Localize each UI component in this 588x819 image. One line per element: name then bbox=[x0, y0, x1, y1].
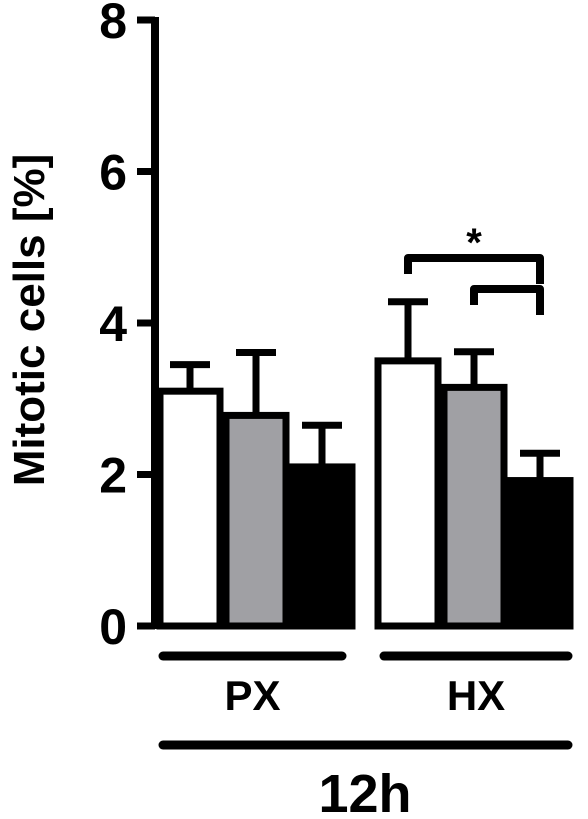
bar bbox=[222, 411, 290, 630]
y-tick-label: 2 bbox=[99, 448, 127, 504]
y-tick-label: 8 bbox=[99, 0, 127, 49]
significance-brackets: * bbox=[404, 221, 544, 315]
y-tick-label: 6 bbox=[99, 145, 127, 201]
y-axis: 0 2 4 6 8 bbox=[99, 0, 159, 655]
significance-bracket bbox=[470, 285, 544, 315]
bar bbox=[374, 357, 442, 630]
bars bbox=[156, 298, 574, 630]
significance-bracket bbox=[404, 254, 544, 284]
bar bbox=[440, 383, 508, 630]
bar bbox=[156, 387, 224, 630]
group-label: HX bbox=[447, 672, 505, 719]
significance-label: * bbox=[466, 221, 482, 265]
bar bbox=[506, 477, 574, 630]
bar bbox=[288, 463, 356, 630]
y-axis-label: Mitotic cells [%] bbox=[5, 154, 54, 487]
y-tick-label: 4 bbox=[99, 296, 127, 352]
supergroup-label: 12h bbox=[318, 764, 411, 819]
x-group-labels: PX HX 12h bbox=[158, 651, 573, 819]
y-tick-label: 0 bbox=[99, 599, 127, 655]
group-label: PX bbox=[224, 672, 280, 719]
